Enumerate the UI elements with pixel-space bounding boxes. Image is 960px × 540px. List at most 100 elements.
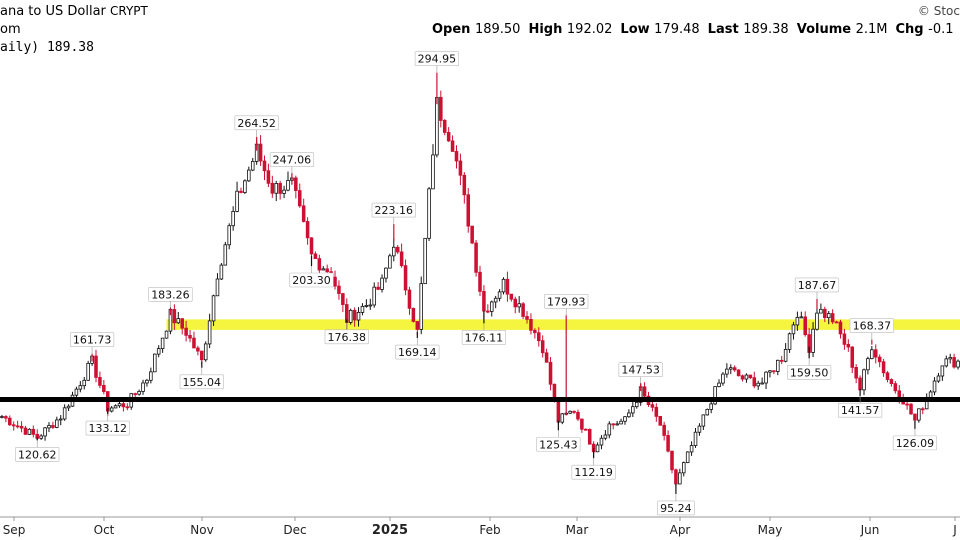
candle-body — [411, 307, 416, 322]
candle — [548, 357, 553, 391]
candle-body — [376, 286, 380, 290]
candle-body — [337, 285, 341, 294]
candle — [227, 223, 231, 250]
candle-body — [458, 160, 463, 176]
candle — [439, 90, 443, 128]
candle — [23, 425, 28, 435]
candle — [39, 434, 43, 440]
candle — [8, 415, 12, 427]
candle-body — [501, 278, 506, 293]
ohlc-open: Open 189.50 — [432, 22, 520, 37]
candle-body — [674, 469, 678, 485]
candle — [917, 408, 921, 423]
candle — [615, 421, 619, 426]
candle-body — [905, 403, 909, 406]
chart-title: ana to US Dollar CRYPT — [0, 4, 148, 19]
candle-body — [717, 382, 721, 387]
candle — [678, 468, 682, 485]
candle-body — [125, 406, 130, 409]
candle — [203, 341, 208, 362]
candle-body — [776, 359, 780, 372]
candle-body — [442, 120, 447, 133]
candle-body — [223, 244, 228, 266]
candle-body — [219, 264, 224, 280]
candle — [403, 259, 408, 296]
candle — [697, 423, 702, 436]
candle-body — [603, 434, 608, 439]
candle-body — [384, 267, 388, 279]
annotation-label: 141.57 — [841, 404, 880, 417]
candle-body — [513, 298, 518, 308]
ohlc-last: Last 189.38 — [708, 22, 789, 37]
candle — [333, 270, 337, 290]
candle-body — [885, 372, 890, 380]
candle-body — [98, 377, 102, 386]
candle — [693, 428, 698, 448]
candle — [450, 135, 455, 152]
candle — [176, 312, 181, 325]
candle-body — [701, 414, 706, 427]
candle — [584, 428, 588, 431]
candle — [196, 345, 200, 356]
candle-body — [815, 312, 819, 330]
candle-body — [403, 265, 408, 291]
ohlc-high: High 192.02 — [528, 22, 612, 37]
candle — [544, 348, 549, 363]
candle — [160, 337, 165, 353]
candle-body — [623, 416, 627, 422]
candle-body — [756, 382, 760, 387]
candle-body — [634, 402, 639, 408]
ohlc-chg: Chg -0.1 — [896, 22, 954, 37]
candle — [658, 415, 663, 426]
candle-body — [870, 349, 874, 360]
annotation-label: 294.95 — [418, 53, 457, 66]
candle-body — [662, 424, 666, 436]
candle-body — [921, 408, 925, 411]
candle-body — [27, 428, 32, 435]
candle-body — [709, 403, 713, 410]
candle — [497, 289, 502, 302]
candle-body — [454, 151, 459, 162]
candle-body — [540, 340, 545, 354]
candle-body — [654, 406, 659, 417]
candle — [309, 237, 314, 258]
candle — [948, 353, 952, 364]
annotation-label: 120.62 — [18, 448, 57, 461]
candle-body — [309, 237, 314, 255]
candle-body — [823, 308, 827, 319]
candle-body — [830, 313, 835, 323]
candle-body — [866, 358, 870, 371]
candle-body — [164, 330, 169, 339]
price-annotation: 176.38 — [324, 322, 369, 345]
candle — [799, 311, 804, 319]
candle-body — [615, 423, 619, 426]
candle — [509, 293, 514, 302]
candle — [501, 277, 506, 295]
candle-body — [521, 303, 525, 317]
candle — [364, 299, 369, 308]
candle-body — [729, 367, 733, 370]
candle-body — [450, 140, 455, 152]
candle — [262, 155, 267, 181]
candle-body — [184, 327, 188, 336]
candle-body — [783, 348, 788, 362]
candle-body — [47, 425, 51, 429]
price-annotation: 168.37 — [849, 318, 894, 340]
candle — [580, 418, 584, 433]
candle — [830, 309, 835, 325]
candle-body — [893, 383, 898, 392]
candle-body — [627, 412, 631, 418]
candle-body — [0, 416, 4, 418]
candle-body — [258, 143, 263, 162]
candle-body — [493, 297, 498, 303]
x-tick-label: Feb — [479, 523, 500, 537]
price-annotation: 95.24 — [657, 493, 695, 516]
candle-body — [203, 343, 208, 361]
candle — [505, 271, 510, 302]
candle — [474, 240, 478, 277]
candle-body — [211, 295, 216, 322]
candle — [431, 144, 435, 190]
candle — [779, 356, 784, 365]
candle — [133, 392, 137, 398]
candle — [348, 308, 353, 325]
